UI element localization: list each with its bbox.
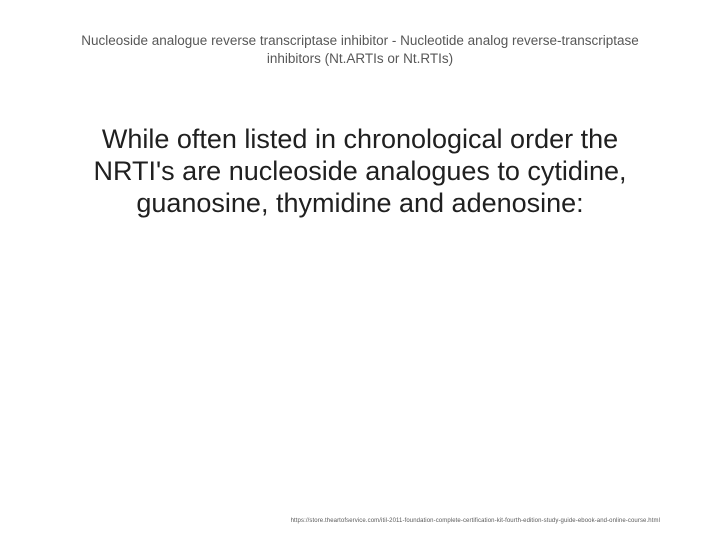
slide-container: Nucleoside analogue reverse transcriptas… xyxy=(0,0,720,540)
body-row: While often listed in chronological orde… xyxy=(60,124,660,220)
slide-body-text: While often listed in chronological orde… xyxy=(60,124,660,220)
footer-url: https://store.theartofservice.com/itil-2… xyxy=(291,518,660,524)
slide-title: Nucleoside analogue reverse transcriptas… xyxy=(60,32,660,68)
